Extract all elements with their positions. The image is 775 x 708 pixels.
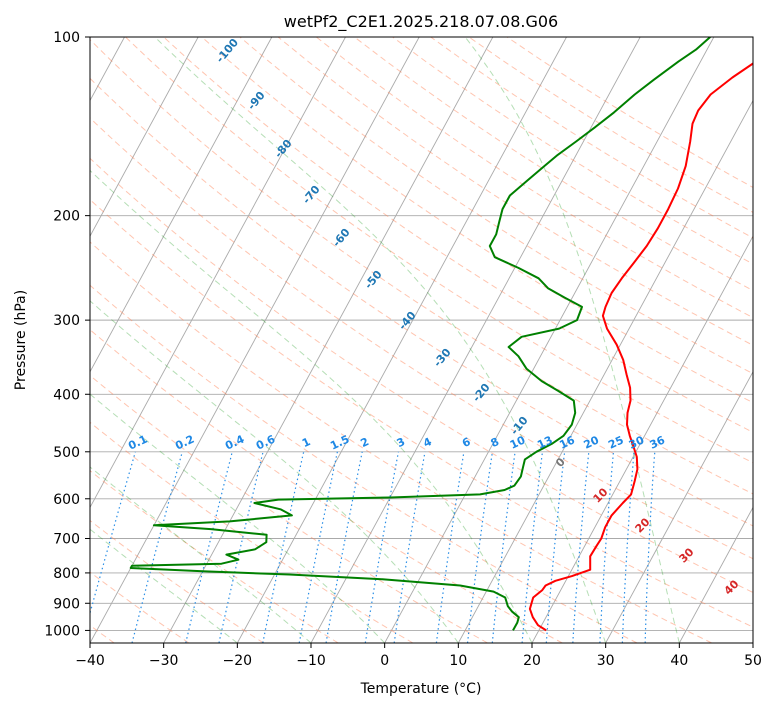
dry-adiabat-line [90, 329, 563, 643]
x-tick-label: 40 [670, 653, 688, 669]
mixing-ratio-line [599, 451, 615, 643]
moist-adiabat-line [90, 466, 312, 643]
mixing-ratio-label: 16 [557, 433, 577, 451]
dry-adiabat-line [163, 37, 753, 433]
mixing-ratio-line [466, 451, 493, 643]
isotherm-line [90, 37, 273, 373]
mixing-ratio-line [90, 451, 136, 616]
y-tick-label: 300 [53, 313, 80, 329]
x-tick-label: −30 [149, 653, 179, 669]
y-tick-label: 400 [53, 387, 80, 403]
dry-adiabat-line [354, 37, 753, 292]
y-tick-label: 700 [53, 532, 80, 548]
y-tick-label: 1000 [44, 623, 80, 639]
dry-adiabat-line [90, 571, 190, 643]
moist-adiabat-line [464, 37, 680, 643]
mixing-ratio-label: 25 [606, 434, 625, 452]
mixing-ratio-line [491, 451, 516, 643]
isotherm-line [384, 37, 715, 643]
mixing-ratio-line [393, 451, 426, 643]
mixing-ratio-line [521, 451, 544, 643]
y-tick-label: 900 [53, 596, 80, 612]
x-tick-label: −20 [223, 653, 253, 669]
mixing-ratio-label: 10 [508, 433, 528, 451]
isotherm-line [90, 37, 420, 643]
axes-layer: −40 −30 −20 −10 0 10 20 30 40 50 1000 900 800 700 600 5… [44, 30, 762, 669]
isotherm-line [531, 235, 753, 643]
x-axis-label: Temperature (°C) [360, 681, 482, 697]
dry-adiabat-line [315, 37, 753, 319]
isotherm-line [163, 37, 494, 643]
temperature-profile-line [528, 62, 753, 632]
dry-adiabat-line [201, 37, 753, 404]
dry-adiabat-line [90, 374, 488, 643]
x-tick-label: 50 [744, 653, 762, 669]
moist-adiabat-line [154, 37, 607, 643]
plot-frame [89, 36, 754, 644]
x-tick-label: 30 [597, 653, 615, 669]
mixing-ratio-line [621, 451, 635, 643]
dry-adiabat-line [90, 117, 753, 560]
dry-adiabat-line [90, 157, 753, 594]
y-axis-label: Pressure (hPa) [13, 290, 29, 390]
y-tick-label: 100 [53, 30, 80, 46]
isotherm-line [90, 37, 346, 509]
mixing-ratio-line [298, 451, 338, 643]
moist-adiabat-line [90, 393, 386, 643]
isotherm-line [90, 37, 199, 238]
mixing-ratio-label: 36 [648, 433, 668, 451]
dry-adiabat-line [90, 470, 339, 643]
x-tick-label: −40 [75, 653, 105, 669]
x-tick-label: 20 [523, 653, 541, 669]
mixing-ratio-line [325, 451, 363, 643]
y-tick-label: 600 [53, 492, 80, 508]
isotherm-line [678, 506, 753, 643]
mixing-ratio-line [644, 451, 656, 643]
x-tick-label: −10 [296, 653, 326, 669]
mixing-ratio-label: 30 [627, 433, 647, 451]
mixing-ratio-label: 20 [582, 433, 602, 451]
dry-adiabat-line [125, 37, 753, 464]
mixing-ratio-line [364, 451, 399, 643]
dry-adiabat-line [90, 241, 712, 643]
isotherm-line [457, 99, 753, 643]
dry-adiabat-line [90, 421, 414, 643]
dry-adiabat-line [90, 198, 753, 628]
y-tick-label: 800 [53, 566, 80, 582]
mixing-ratio-line [572, 451, 590, 643]
moist-adiabat-line [90, 169, 533, 643]
dewpoint-profile-line [129, 37, 711, 631]
isotherm-line [310, 37, 641, 643]
mixing-ratio-label: 13 [535, 434, 554, 452]
grid-layer [90, 37, 753, 643]
mixing-ratio-line [545, 451, 566, 643]
chart-title: wetPf2_C2E1.2025.218.07.08.G06 [284, 12, 558, 32]
moist-adiabat-line [90, 300, 459, 643]
x-tick-label: 0 [380, 653, 389, 669]
profile-layer [129, 37, 753, 632]
isotherm-line [236, 37, 567, 643]
y-tick-label: 200 [53, 209, 80, 225]
dry-adiabat-line [90, 284, 638, 643]
y-tick-label: 500 [53, 445, 80, 461]
isotherm-line [605, 370, 753, 643]
x-tick-label: 10 [449, 653, 467, 669]
